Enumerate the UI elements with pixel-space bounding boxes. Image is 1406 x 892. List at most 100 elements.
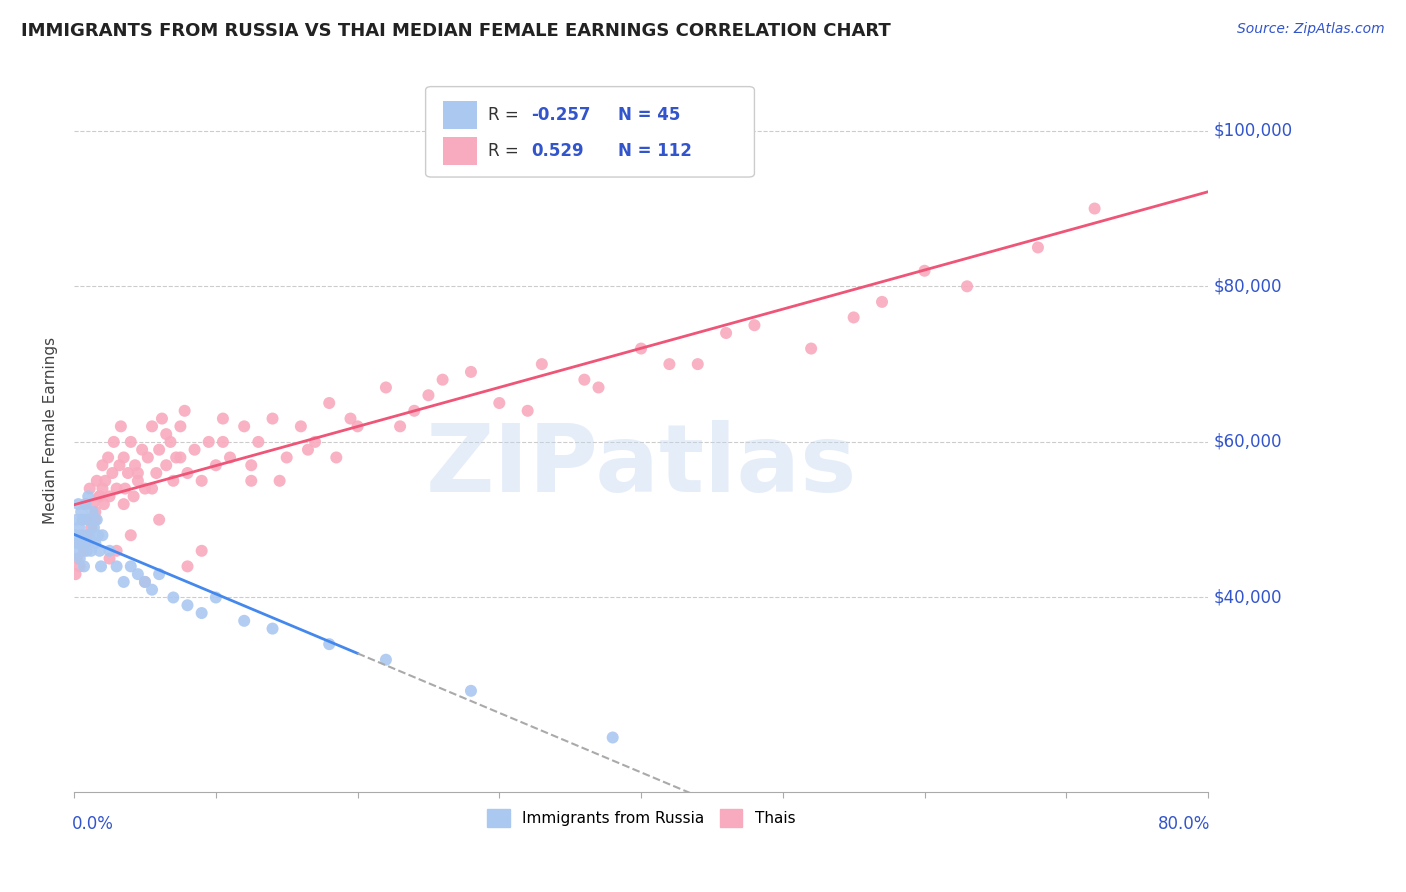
Point	[75, 536, 97, 550]
Point	[67, 520, 90, 534]
Point	[114, 482, 136, 496]
Point	[730, 147, 752, 161]
Point	[240, 474, 263, 488]
Point	[112, 574, 135, 589]
Point	[73, 559, 96, 574]
Point	[176, 559, 198, 574]
Point	[75, 497, 97, 511]
Point	[120, 434, 142, 449]
Point	[197, 434, 219, 449]
Point	[65, 528, 87, 542]
Point	[318, 396, 340, 410]
Point	[686, 357, 709, 371]
Point	[297, 442, 319, 457]
Point	[86, 474, 108, 488]
Point	[134, 574, 156, 589]
Point	[84, 513, 107, 527]
Point	[141, 419, 163, 434]
Point	[630, 342, 652, 356]
Point	[148, 567, 170, 582]
Point	[82, 505, 104, 519]
Point	[72, 513, 94, 527]
Point	[75, 497, 97, 511]
FancyBboxPatch shape	[443, 137, 477, 165]
Point	[148, 442, 170, 457]
Point	[141, 482, 163, 496]
Point	[67, 536, 90, 550]
Point	[165, 450, 187, 465]
Point	[432, 373, 454, 387]
FancyBboxPatch shape	[426, 87, 755, 177]
Point	[98, 544, 121, 558]
Point	[112, 497, 135, 511]
Point	[516, 404, 538, 418]
Point	[127, 474, 149, 488]
Point	[79, 528, 101, 542]
Point	[190, 544, 212, 558]
Text: $60,000: $60,000	[1213, 433, 1282, 451]
Point	[69, 551, 91, 566]
Point	[155, 427, 177, 442]
Point	[190, 474, 212, 488]
Text: 0.0%: 0.0%	[72, 815, 114, 833]
Point	[127, 567, 149, 582]
Point	[346, 419, 368, 434]
Text: Source: ZipAtlas.com: Source: ZipAtlas.com	[1237, 22, 1385, 37]
Point	[127, 466, 149, 480]
Point	[588, 380, 610, 394]
Point	[1026, 240, 1049, 254]
Point	[162, 591, 184, 605]
Point	[205, 591, 228, 605]
Point	[65, 544, 87, 558]
Point	[262, 411, 284, 425]
Point	[66, 513, 89, 527]
Point	[145, 466, 167, 480]
Point	[136, 450, 159, 465]
Point	[67, 497, 90, 511]
Point	[70, 505, 93, 519]
Y-axis label: Median Female Earnings: Median Female Earnings	[44, 336, 58, 524]
Point	[233, 614, 256, 628]
Point	[269, 474, 291, 488]
Point	[212, 411, 235, 425]
Point	[80, 544, 103, 558]
Point	[956, 279, 979, 293]
Point	[98, 489, 121, 503]
Text: -0.257: -0.257	[531, 106, 591, 124]
Point	[190, 606, 212, 620]
Point	[103, 434, 125, 449]
Point	[404, 404, 426, 418]
Point	[73, 544, 96, 558]
Point	[89, 544, 111, 558]
Point	[66, 536, 89, 550]
Point	[70, 528, 93, 542]
Point	[1084, 202, 1107, 216]
Point	[98, 551, 121, 566]
Text: N = 112: N = 112	[619, 142, 692, 160]
Point	[120, 559, 142, 574]
Point	[800, 342, 823, 356]
Point	[93, 497, 115, 511]
Text: $80,000: $80,000	[1213, 277, 1282, 295]
Point	[77, 536, 100, 550]
Text: $40,000: $40,000	[1213, 589, 1282, 607]
Point	[418, 388, 440, 402]
Legend: Immigrants from Russia, Thais: Immigrants from Russia, Thais	[479, 801, 803, 835]
Point	[325, 450, 347, 465]
Point	[105, 559, 128, 574]
Point	[73, 528, 96, 542]
Point	[124, 458, 146, 473]
Point	[97, 450, 120, 465]
Text: N = 45: N = 45	[619, 106, 681, 124]
Point	[219, 450, 242, 465]
Point	[91, 458, 114, 473]
Point	[76, 544, 98, 558]
Point	[77, 513, 100, 527]
Point	[389, 419, 412, 434]
Point	[318, 637, 340, 651]
Point	[276, 450, 298, 465]
Text: 80.0%: 80.0%	[1159, 815, 1211, 833]
Point	[72, 513, 94, 527]
Text: R =: R =	[488, 106, 524, 124]
Point	[91, 528, 114, 542]
